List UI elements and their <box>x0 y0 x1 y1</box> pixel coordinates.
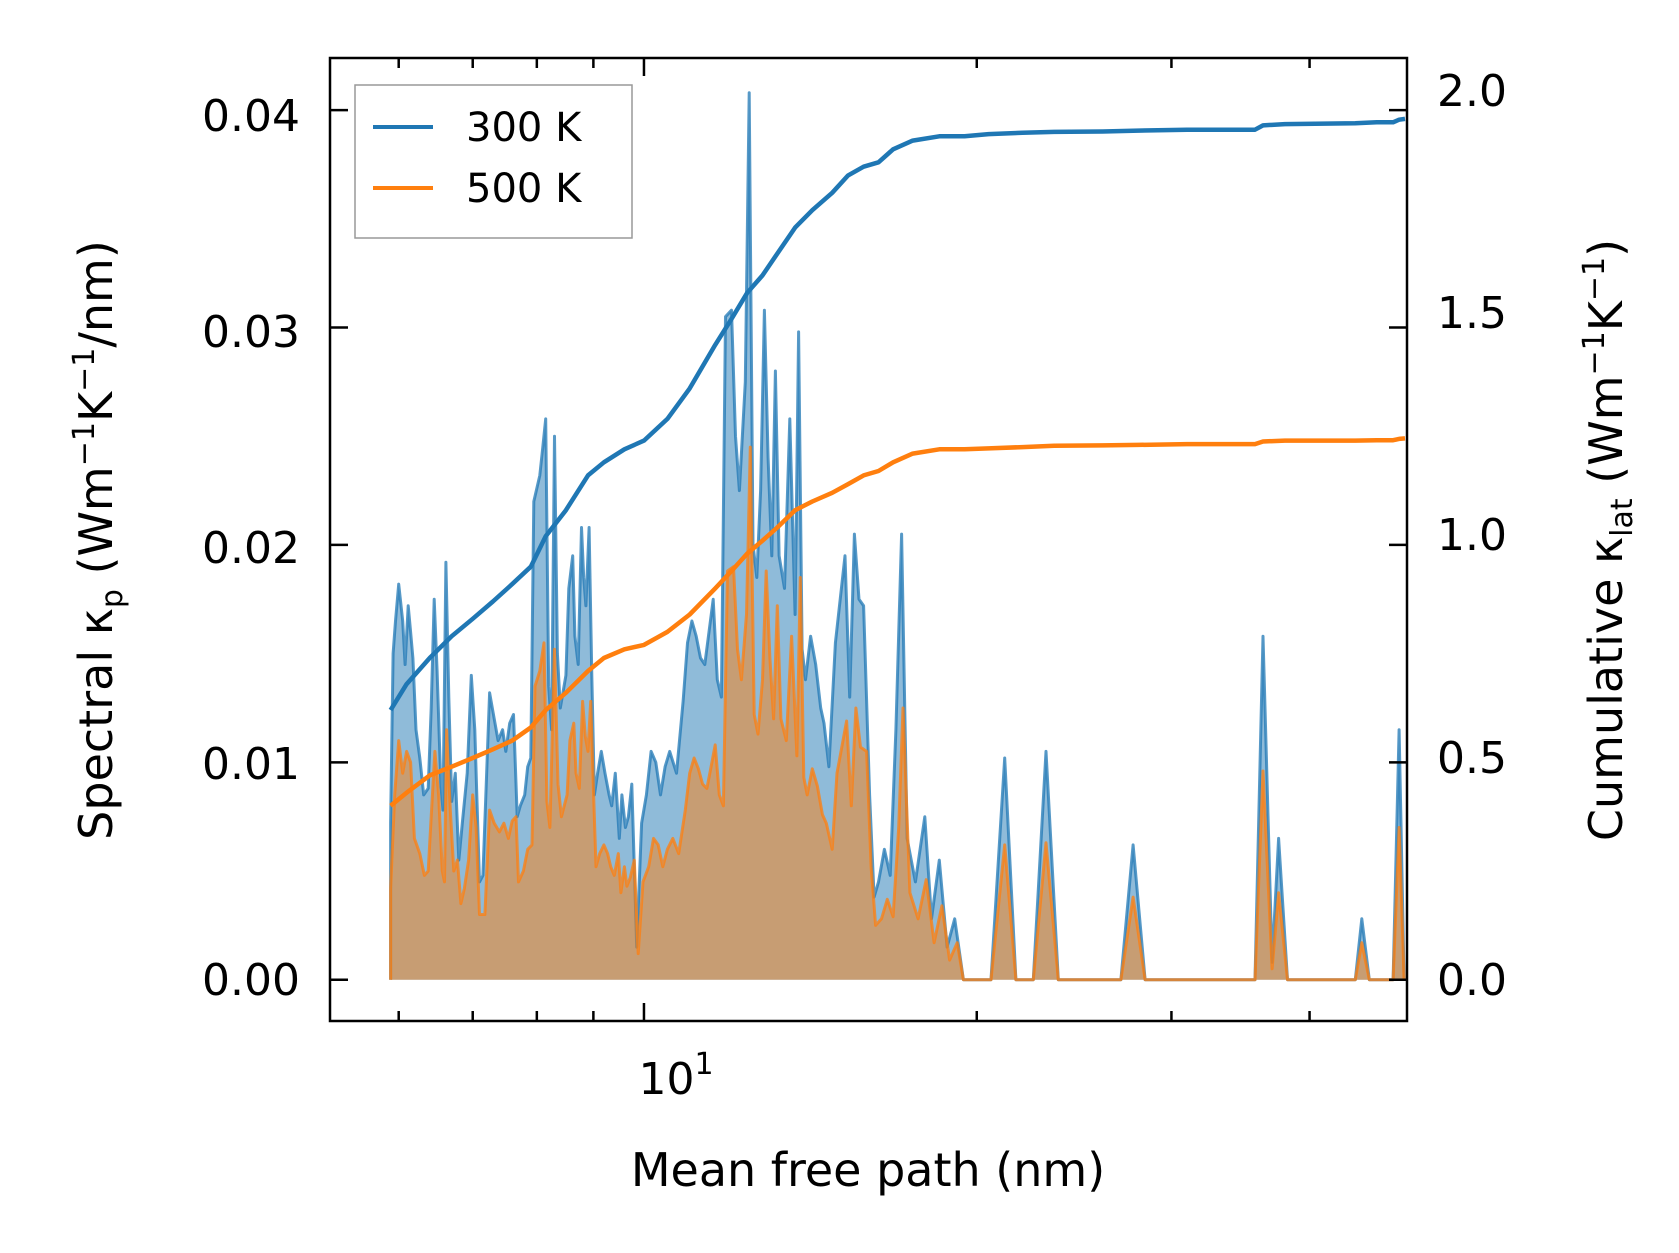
legend: 300 K 500 K <box>354 84 633 239</box>
y-left-axis-title: Spectral κp (Wm−1K−1/nm) <box>67 240 130 840</box>
y-right-tick-label: 2.0 <box>1437 66 1507 117</box>
y-left-tick-label: 0.03 <box>202 307 300 358</box>
y-left-tick-label: 0.02 <box>202 523 300 574</box>
y-left-tick-labels: 0.00 0.01 0.02 0.03 0.04 <box>202 91 300 1006</box>
spectral-line-500k <box>389 445 1406 982</box>
y-right-tick-labels: 0.0 0.5 1.0 1.5 2.0 <box>1437 66 1507 1006</box>
y-left-tick-label: 0.04 <box>202 91 300 142</box>
cumulative-line-300k <box>388 116 1406 712</box>
spectral-fill-group <box>389 91 1406 982</box>
y-left-tick-label: 0.01 <box>202 739 300 790</box>
plot-area <box>388 91 1406 982</box>
cumulative-lines-group <box>388 116 1406 808</box>
legend-label-300k: 300 K <box>466 105 583 151</box>
y-right-tick-label: 0.5 <box>1437 733 1507 784</box>
spectral-line-300k <box>389 91 1406 982</box>
y-right-tick-label: 1.5 <box>1437 288 1507 339</box>
ticks-group <box>330 58 1407 1021</box>
spectral-area-500k <box>390 447 1405 980</box>
y-right-axis-title: Cumulative κlat (Wm−1K−1) <box>1577 239 1640 841</box>
x-axis-title: Mean free path (nm) <box>631 1143 1105 1197</box>
legend-box <box>354 84 633 239</box>
plot-frame <box>328 56 1409 1023</box>
y-right-tick-label: 0.0 <box>1437 955 1507 1006</box>
y-left-tick-label: 0.00 <box>202 955 300 1006</box>
legend-label-500k: 500 K <box>466 166 583 212</box>
cumulative-line-500k <box>389 436 1406 808</box>
y-right-tick-label: 1.0 <box>1437 510 1507 561</box>
x-tick-label: 101 <box>638 1047 713 1105</box>
